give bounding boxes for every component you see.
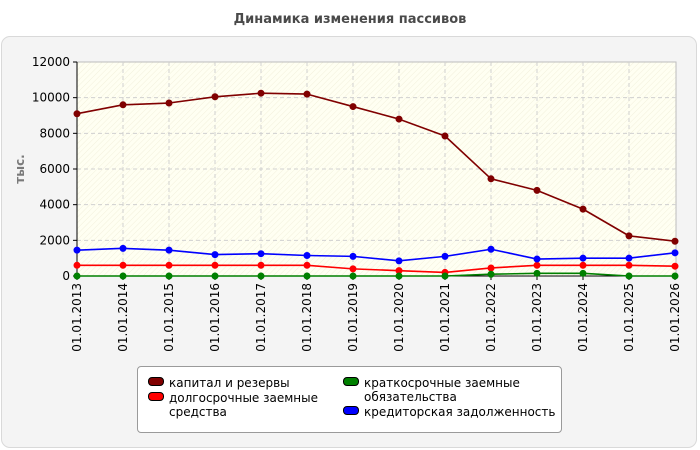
series-line-2: [77, 272, 675, 277]
data-point: [165, 261, 173, 269]
data-point: [165, 272, 173, 280]
data-point: [441, 272, 449, 280]
data-point: [165, 99, 173, 107]
y-tick-label: 10000: [32, 91, 70, 105]
data-point: [671, 262, 679, 270]
data-point: [257, 250, 265, 258]
data-point: [303, 272, 311, 280]
data-point: [441, 132, 449, 140]
data-point: [441, 252, 449, 260]
data-point: [119, 101, 127, 109]
data-point: [671, 249, 679, 257]
data-point: [487, 270, 495, 278]
y-tick-label: 6000: [39, 162, 70, 176]
data-point: [671, 272, 679, 280]
data-point: [211, 272, 219, 280]
data-point: [625, 272, 633, 280]
data-point: [73, 261, 81, 269]
legend-label-long-term-loans: долгосрочные заемные средства: [169, 391, 318, 419]
x-tick-label: 01.01.2017: [254, 283, 268, 352]
data-point: [119, 261, 127, 269]
chart-title: Динамика изменения пассивов: [233, 12, 467, 27]
data-point: [211, 93, 219, 101]
data-point: [487, 264, 495, 272]
x-tick-label: 01.01.2018: [300, 283, 314, 352]
data-point: [73, 110, 81, 118]
data-point: [395, 272, 403, 280]
data-point: [257, 272, 265, 280]
data-point: [211, 261, 219, 269]
data-point: [533, 186, 541, 194]
data-point: [303, 90, 311, 98]
tick-labels: 0 2000 4000 6000 8000 10000 12000 01.01.2013 01.…: [32, 55, 682, 352]
data-point: [303, 261, 311, 269]
x-tick-label: 01.01.2015: [162, 283, 176, 352]
y-tick-label: 0: [62, 269, 70, 283]
data-point: [211, 251, 219, 259]
data-point: [165, 246, 173, 254]
x-tick-label: 01.01.2013: [70, 283, 84, 352]
plot-area: [76, 61, 677, 277]
data-point: [73, 246, 81, 254]
x-tick-label: 01.01.2025: [622, 283, 636, 352]
series-lines: [73, 89, 679, 280]
x-tick-label: 01.01.2021: [438, 283, 452, 352]
data-point: [349, 252, 357, 260]
data-point: [625, 261, 633, 269]
legend-swatch-short-term-loans: [343, 377, 359, 386]
legend-label-capital: капитал и резервы: [169, 376, 290, 390]
data-point: [349, 272, 357, 280]
data-point: [625, 254, 633, 262]
legend: капитал и резервы долгосрочные заемные с…: [137, 366, 562, 433]
data-point: [579, 269, 587, 277]
y-tick-label: 12000: [32, 55, 70, 69]
y-tick-label: 2000: [39, 233, 70, 247]
data-point: [257, 89, 265, 97]
data-point: [533, 261, 541, 269]
data-point: [579, 261, 587, 269]
x-tick-label: 01.01.2026: [668, 283, 682, 352]
data-point: [625, 232, 633, 240]
data-point: [303, 251, 311, 259]
x-tick-label: 01.01.2014: [116, 283, 130, 352]
data-point: [671, 237, 679, 245]
x-tick-label: 01.01.2016: [208, 283, 222, 352]
x-tick-label: 01.01.2024: [576, 283, 590, 352]
data-point: [533, 269, 541, 277]
data-point: [73, 272, 81, 280]
legend-swatch-capital: [148, 377, 164, 386]
x-tick-label: 01.01.2020: [392, 283, 406, 352]
legend-label-short-term-loans: краткосрочные заемные обязательства: [364, 376, 520, 404]
data-point: [257, 261, 265, 269]
x-tick-label: 01.01.2019: [346, 283, 360, 352]
data-point: [395, 115, 403, 123]
data-point: [487, 175, 495, 183]
grid-lines: [77, 62, 676, 276]
series-line-1: [77, 264, 676, 274]
data-point: [395, 257, 403, 265]
data-point: [349, 103, 357, 111]
data-point: [119, 272, 127, 280]
data-point: [579, 254, 587, 262]
data-point: [349, 265, 357, 273]
y-tick-label: 8000: [39, 126, 70, 140]
y-axis-title: тыс.: [13, 154, 27, 183]
legend-swatch-payables: [343, 406, 359, 415]
data-point: [533, 255, 541, 263]
series-line-0: [76, 92, 676, 243]
series-line-3: [76, 247, 676, 262]
x-tick-label: 01.01.2023: [530, 283, 544, 352]
data-point: [579, 205, 587, 213]
y-tick-label: 4000: [39, 198, 70, 212]
data-point: [487, 245, 495, 253]
legend-swatch-long-term-loans: [148, 392, 164, 401]
data-point: [119, 244, 127, 252]
legend-label-payables: кредиторская задолженность: [364, 405, 556, 419]
x-tick-label: 01.01.2022: [484, 283, 498, 352]
